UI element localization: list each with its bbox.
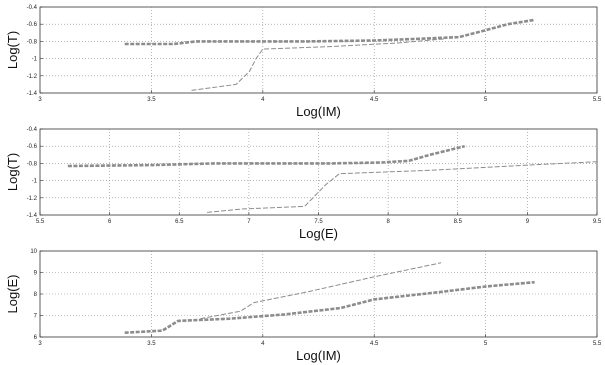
y-axis-label: Log(E) [5,274,20,313]
x-tick-label: 3.5 [147,341,156,347]
y-tick-label: -1.4 [27,213,38,219]
x-tick-label: 5.5 [593,341,602,347]
x-axis-label: Log(IM) [296,104,341,119]
plot-area [39,6,598,94]
x-tick-label: 4.5 [370,341,379,347]
x-tick-label: 9 [526,219,530,225]
series-line-2 [207,161,598,213]
y-tick-label: 6 [34,335,38,341]
series-line-1 [124,18,535,46]
y-tick-label: -1 [32,179,38,185]
x-tick-label: 6 [108,219,112,225]
series-line-1 [67,144,466,168]
x-tick-label: 5 [484,341,488,347]
x-tick-label: 3.5 [147,97,156,103]
y-tick-label: 8 [34,292,38,298]
x-tick-label: 4 [261,341,265,347]
y-tick-label: -0.4 [27,127,38,133]
y-tick-label: -1.2 [27,196,38,202]
chart-panel-1: 3 3.5 4 4.5 5 5.5 -1.4 -1.2 -1 -0.8 -0.6 -0.4 Log(IM… [5,5,602,119]
x-tick-label: 8.5 [454,219,463,225]
y-tick-label: 10 [30,249,37,255]
y-axis-label: Log(T) [5,31,20,69]
y-tick-label: -1.2 [27,74,38,80]
y-tick-label: -1 [32,57,38,63]
y-axis-label: Log(T) [5,153,20,191]
series-line-2 [191,38,446,91]
x-tick-label: 4.5 [370,97,379,103]
y-tick-label: -1.4 [27,91,38,97]
x-tick-label: 3 [38,341,42,347]
y-tick-label: -0.6 [27,144,38,150]
x-axis-label: Log(IM) [296,348,341,363]
x-tick-label: 5.5 [36,219,45,225]
x-tick-label: 7 [247,219,251,225]
y-tick-label: -0.8 [27,161,38,167]
x-tick-label: 4 [261,97,265,103]
chart-panel-2: 5.5 6 6.5 7 7.5 8 8.5 9 9.5 -1.4 -1.2 -1 -0.8 -0.6 -0.… [5,127,602,241]
series-line-2 [200,262,442,320]
y-tick-label: 9 [34,271,38,277]
plot-area [39,250,598,338]
x-tick-label: 7.5 [314,219,323,225]
x-tick-label: 5 [484,97,488,103]
y-tick-label: -0.8 [27,39,38,45]
y-tick-label: -0.6 [27,22,38,28]
chart-panel-3: 3 3.5 4 4.5 5 5.5 6 7 8 9 10 Log(IM) Log(E) [5,249,602,363]
x-tick-label: 3 [38,97,42,103]
x-tick-label: 5.5 [593,97,602,103]
x-tick-label: 6.5 [175,219,184,225]
series-line-1 [124,280,535,334]
y-tick-label: -0.4 [27,5,38,11]
x-axis-label: Log(E) [299,226,338,241]
x-tick-label: 9.5 [593,219,602,225]
x-tick-label: 8 [386,219,390,225]
y-tick-label: 7 [34,314,38,320]
